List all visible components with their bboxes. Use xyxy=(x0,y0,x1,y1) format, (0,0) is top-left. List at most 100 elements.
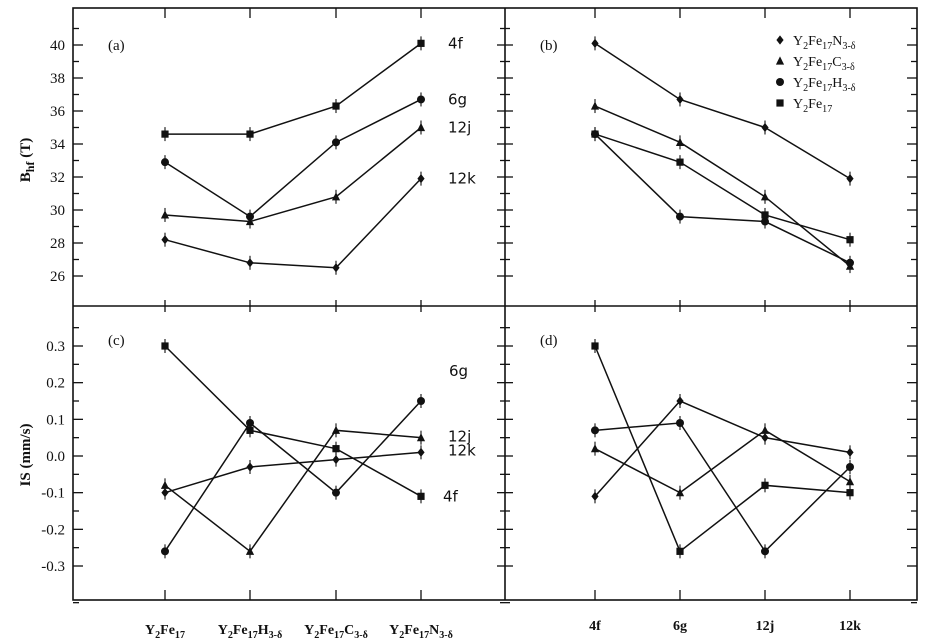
diamond-marker xyxy=(591,38,599,48)
legend: Y2Fe17N3-δ Y2Fe17C3-δ Y2Fe17H3-δ Y2Fe17 xyxy=(775,34,856,115)
series-2 xyxy=(591,127,854,270)
triangle-marker xyxy=(416,122,426,132)
y-tick-label: 36 xyxy=(50,104,66,120)
series-line xyxy=(594,105,851,267)
circle-marker xyxy=(332,488,340,497)
diamond-marker xyxy=(332,263,340,273)
triangle-marker xyxy=(160,480,170,489)
triangle-marker xyxy=(160,210,170,219)
diamond-marker xyxy=(676,396,684,406)
triangle-marker xyxy=(245,546,255,555)
circle-marker xyxy=(161,547,169,556)
series-line xyxy=(165,42,422,135)
y-axis-label-is: IS (mm/s) xyxy=(18,424,34,487)
site-label: 12k xyxy=(448,441,476,459)
circle-marker xyxy=(161,158,169,167)
outer-frame xyxy=(72,7,918,601)
site-label: 4f xyxy=(443,487,459,505)
x-category-label: 12j xyxy=(756,619,775,634)
panel-label: (a) xyxy=(108,38,125,54)
y-tick-label: 0.2 xyxy=(46,376,65,392)
x-category-label: Y2Fe17N3-δ xyxy=(389,623,453,641)
triangle-marker xyxy=(760,425,770,434)
circle-marker xyxy=(676,419,684,427)
series-2 xyxy=(591,416,854,559)
triangle-marker xyxy=(416,433,426,442)
triangle-marker xyxy=(675,137,685,146)
series-line xyxy=(164,400,422,552)
diamond-marker xyxy=(161,488,169,498)
series-3 xyxy=(591,339,854,559)
diamond-marker xyxy=(417,174,425,184)
diamond-marker xyxy=(761,122,769,133)
series-line xyxy=(594,400,851,497)
x-category-label: 6g xyxy=(673,619,687,634)
series-2: 12j xyxy=(160,423,471,559)
diamond-marker xyxy=(417,447,425,457)
square-marker xyxy=(761,481,769,489)
series-line xyxy=(164,98,422,218)
square-marker xyxy=(761,211,769,219)
circle-marker xyxy=(417,95,425,104)
y-tick-label: 26 xyxy=(50,269,66,285)
series-3: 12k xyxy=(161,170,476,275)
y-tick-label: -0.2 xyxy=(41,522,65,538)
series-line xyxy=(164,451,422,494)
panel-label: (d) xyxy=(540,333,558,349)
series-line xyxy=(594,42,851,180)
square-marker xyxy=(246,426,254,434)
panel-1: (b) xyxy=(540,36,855,274)
y-tick-label: -0.1 xyxy=(41,486,65,502)
series-line xyxy=(594,133,851,264)
diamond-marker xyxy=(332,455,340,465)
diamond-marker xyxy=(591,491,599,501)
diamond-marker xyxy=(246,258,254,268)
square-marker xyxy=(417,492,425,500)
site-label: 6g xyxy=(448,90,467,108)
square-marker xyxy=(591,130,599,138)
diamond-marker xyxy=(161,235,169,245)
series-line xyxy=(164,429,422,553)
triangle-marker xyxy=(675,488,685,497)
circle-marker xyxy=(776,78,784,86)
circle-marker xyxy=(591,426,599,435)
series-3: 12k xyxy=(161,441,476,500)
site-label: 12j xyxy=(448,428,471,446)
diamond-marker xyxy=(776,35,784,45)
series-2: 12j xyxy=(160,119,471,229)
series-1: 6g xyxy=(161,362,468,559)
panel-label: (b) xyxy=(540,38,558,54)
diamond-marker xyxy=(846,447,854,457)
panel-label: (c) xyxy=(108,333,125,349)
triangle-marker xyxy=(590,444,600,453)
series-3 xyxy=(591,127,854,247)
square-marker xyxy=(846,236,854,244)
circle-marker xyxy=(417,397,425,405)
y-tick-label: 40 xyxy=(50,38,65,54)
circle-marker xyxy=(846,463,854,471)
square-marker xyxy=(846,489,854,497)
plot-frame: 26 28 30 32 34 36 38 40 -0.3 -0.2 -0.1 0.0 0.1 0.2 0.3… xyxy=(18,7,918,641)
series-0: 4f xyxy=(161,339,459,505)
series-line xyxy=(164,126,422,223)
circle-marker xyxy=(246,419,254,427)
square-marker xyxy=(776,99,784,107)
series-line xyxy=(594,133,851,241)
site-label: 12j xyxy=(448,119,471,137)
square-marker xyxy=(417,39,425,47)
x-category-label: Y2Fe17C3-δ xyxy=(304,623,368,641)
square-marker xyxy=(332,102,340,110)
legend-entry: Y2Fe17C3-δ xyxy=(793,55,855,73)
series-line xyxy=(594,429,851,494)
series-line xyxy=(164,178,422,269)
legend-entry: Y2Fe17H3-δ xyxy=(793,76,856,94)
square-marker xyxy=(161,342,169,350)
diamond-marker xyxy=(846,174,854,184)
panel-3: (d) xyxy=(540,333,855,559)
site-label: 6g xyxy=(449,362,468,380)
diamond-marker xyxy=(676,94,684,105)
y-tick-label: -0.3 xyxy=(41,559,65,575)
